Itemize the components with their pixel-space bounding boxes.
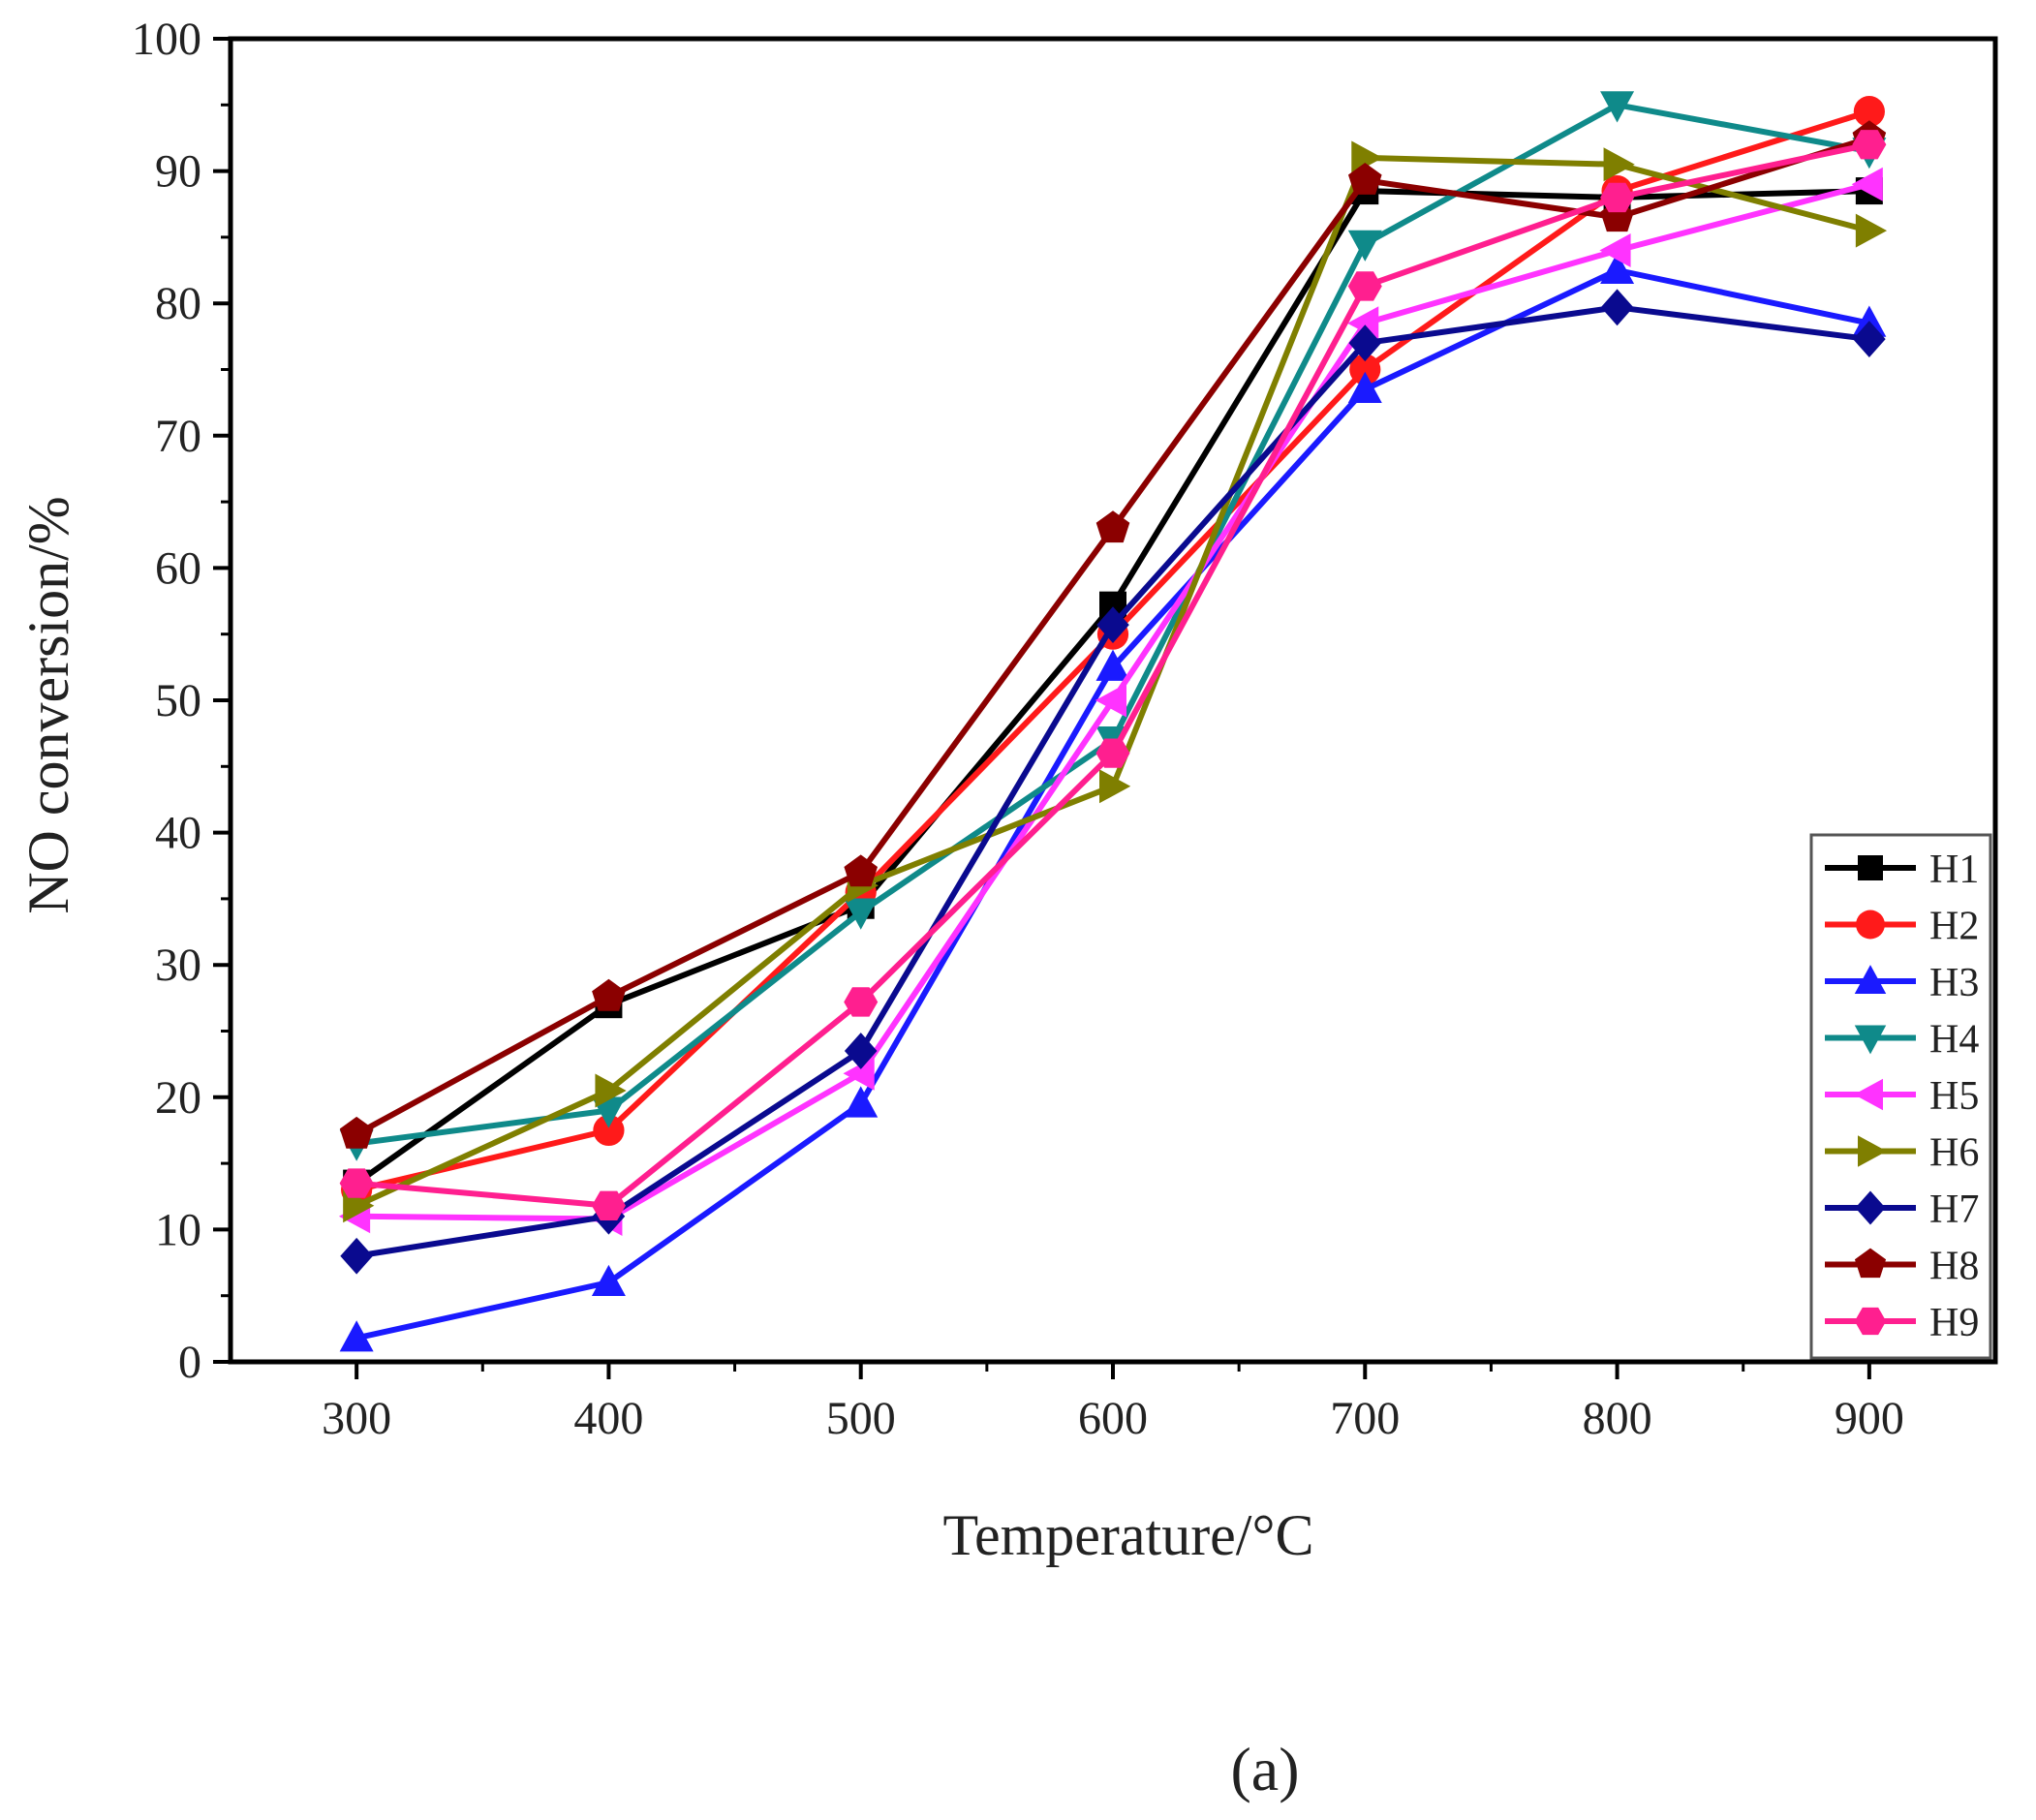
data-point-h8 (339, 1116, 374, 1149)
legend-label-h6: H6 (1929, 1131, 1979, 1176)
y-tick-label: 0 (178, 1337, 201, 1388)
data-point-h9 (1600, 182, 1635, 213)
data-point-h6 (1351, 140, 1383, 175)
data-point-h3 (844, 1086, 879, 1118)
legend-marker-h3 (1854, 965, 1887, 994)
data-point-h8 (592, 978, 626, 1011)
data-point-h6 (595, 1073, 627, 1108)
legend-label-h5: H5 (1929, 1074, 1979, 1119)
y-tick-label: 60 (155, 542, 201, 594)
y-axis-title: NO conversion/% (16, 496, 80, 914)
legend-item-h2: H2 (1825, 905, 1979, 949)
data-point-h8 (1095, 510, 1130, 543)
legend-marker-h1 (1858, 855, 1883, 880)
legend-marker-h2 (1856, 910, 1885, 940)
data-point-h8 (1347, 162, 1382, 195)
legend-label-h1: H1 (1929, 848, 1979, 892)
data-point-h7 (1348, 324, 1382, 362)
y-tick-label: 40 (155, 808, 201, 859)
y-tick-label: 10 (155, 1204, 201, 1255)
data-point-h7 (340, 1237, 373, 1275)
x-tick-label: 700 (1330, 1393, 1400, 1444)
data-point-h9 (1095, 738, 1130, 768)
data-point-h3 (591, 1264, 626, 1297)
y-tick-label: 70 (155, 411, 201, 462)
series-line-h6 (355, 154, 1870, 1209)
legend-marker-h8 (1854, 1248, 1887, 1279)
x-tick-label: 300 (322, 1393, 391, 1444)
legend-marker-h7 (1855, 1190, 1886, 1225)
data-point-h9 (591, 1190, 626, 1220)
data-point-h8 (844, 854, 879, 887)
legend-item-h4: H4 (1825, 1018, 1979, 1063)
data-point-h5 (1851, 167, 1883, 201)
data-point-h9 (844, 987, 879, 1017)
y-tick-label: 30 (155, 940, 201, 991)
x-tick-label: 900 (1835, 1393, 1904, 1444)
y-tick-label: 100 (132, 14, 201, 65)
x-tick-label: 800 (1583, 1393, 1652, 1444)
legend-label-h7: H7 (1929, 1188, 1979, 1232)
series-h3 (339, 252, 1887, 1352)
data-point-h2 (593, 1114, 625, 1147)
data-point-h4 (844, 898, 879, 930)
legend-marker-h6 (1858, 1135, 1887, 1167)
data-point-h3 (1347, 371, 1382, 403)
legend-label-h9: H9 (1929, 1301, 1979, 1345)
legend-item-h9: H9 (1825, 1301, 1979, 1345)
data-point-h6 (1855, 213, 1888, 248)
data-point-h3 (1095, 649, 1130, 681)
data-point-h9 (1852, 130, 1887, 160)
legend-item-h5: H5 (1825, 1074, 1979, 1119)
data-point-h2 (1853, 96, 1885, 128)
legend-item-h3: H3 (1825, 961, 1979, 1005)
legend-item-h7: H7 (1825, 1188, 1979, 1232)
series-h9 (339, 130, 1887, 1220)
y-tick-label: 20 (155, 1072, 201, 1124)
data-point-h5 (1599, 233, 1631, 268)
data-point-h5 (1095, 683, 1126, 718)
data-point-h4 (1600, 91, 1635, 123)
legend-marker-h9 (1854, 1307, 1887, 1336)
series-line-h3 (355, 267, 1870, 1342)
data-point-h9 (1347, 271, 1382, 301)
legend-label-h2: H2 (1929, 905, 1979, 949)
data-point-h5 (843, 1056, 875, 1091)
legend: H1 H2 H3 H4 H5 H6 H7 H8 H9 (1809, 833, 1992, 1360)
legend-marker-h4 (1854, 1025, 1887, 1055)
legend-marker-h5 (1854, 1078, 1883, 1111)
x-tick-label: 600 (1078, 1393, 1148, 1444)
data-point-h7 (1853, 321, 1886, 357)
data-point-h3 (339, 1320, 374, 1352)
y-tick-label: 90 (155, 146, 201, 198)
data-point-h9 (339, 1168, 374, 1198)
legend-label-h8: H8 (1929, 1245, 1979, 1289)
plot-area: 300 400 500 600 700 800 900 0 10 20 30 40 50 60 70 80 90… (132, 14, 1998, 1444)
legend-label-h4: H4 (1929, 1018, 1979, 1063)
data-point-h3 (1600, 252, 1635, 285)
y-tick-label: 80 (155, 278, 201, 329)
data-point-h2 (1349, 354, 1381, 386)
legend-item-h1: H1 (1825, 848, 1979, 892)
series-h1 (343, 177, 1883, 1197)
x-axis-title: Temperature/°C (943, 1503, 1314, 1567)
series-h6 (343, 140, 1888, 1223)
data-point-h4 (1347, 230, 1382, 262)
y-tick-label: 50 (155, 675, 201, 726)
series-h5 (338, 167, 1883, 1236)
data-point-h7 (844, 1033, 878, 1069)
x-tick-label: 400 (573, 1393, 643, 1444)
data-point-h7 (1600, 289, 1634, 326)
legend-label-h3: H3 (1929, 961, 1979, 1005)
data-point-h6 (1603, 147, 1635, 182)
legend-item-h8: H8 (1825, 1245, 1979, 1289)
series-line-h1 (355, 188, 1869, 1187)
x-tick-label: 500 (826, 1393, 896, 1444)
legend-item-h6: H6 (1825, 1131, 1979, 1176)
data-point-h6 (1099, 769, 1131, 804)
figure-caption: (a) (1230, 1735, 1299, 1804)
series-layer (338, 91, 1888, 1352)
data-point-h7 (1096, 606, 1129, 644)
